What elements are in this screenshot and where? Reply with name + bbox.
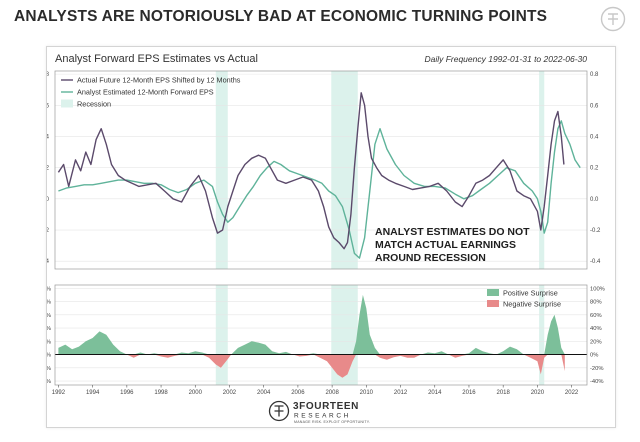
y-tick-label-right: 60% <box>590 313 602 319</box>
headline: ANALYSTS ARE NOTORIOUSLY BAD AT ECONOMIC… <box>14 8 548 25</box>
negative-surprise-area <box>58 354 565 378</box>
x-tick-label: 1998 <box>154 390 168 396</box>
footer-logo-research: RESEARCH <box>294 413 351 420</box>
y-tick-label-right: 40% <box>590 326 602 332</box>
legend-label-negative: Negative Surprise <box>503 300 561 309</box>
y-tick-label-left: -0.2 <box>47 228 50 234</box>
x-tick-label: 1996 <box>120 390 134 396</box>
footer-logo-name: 3FOURTEEN <box>293 401 359 412</box>
x-tick-label: 2010 <box>360 390 374 396</box>
y-tick-label-right: 0.6 <box>590 103 599 109</box>
recession-band <box>539 285 545 385</box>
y-tick-label-left: 0.0 <box>47 197 50 203</box>
x-tick-label: 1992 <box>52 390 66 396</box>
chart-subtitle: Daily Frequency 1992-01-31 to 2022-06-30 <box>424 54 587 64</box>
legend-swatch-positive <box>487 289 499 296</box>
legend-swatch-recession <box>61 99 73 108</box>
legend-label-recession: Recession <box>77 100 111 109</box>
y-tick-label-right: 0.2 <box>590 166 599 172</box>
legend-label-positive: Positive Surprise <box>503 289 558 298</box>
y-tick-label-left: 0.8 <box>47 72 50 78</box>
bottom-legend: Positive Surprise Negative Surprise <box>487 289 561 309</box>
plot-frame <box>54 284 588 386</box>
y-tick-label-left: 100% <box>47 286 51 292</box>
x-tick-label: 2008 <box>325 390 339 396</box>
positive-surprise-area <box>58 294 565 355</box>
y-tick-label-left: 0% <box>47 353 51 359</box>
y-tick-label-left: 80% <box>47 300 51 306</box>
annotation-line: ANALYST ESTIMATES DO NOT <box>375 226 530 238</box>
x-tick-label: 2012 <box>394 390 408 396</box>
y-tick-label-left: 0.4 <box>47 134 50 140</box>
y-tick-label-left: 0.6 <box>47 103 50 109</box>
eps-line-chart: -0.4 -0.4 -0.2 -0.2 0.0 0.0 0.2 0.2 0.4 0.4 0.6 0.6… <box>39 70 601 270</box>
y-tick-label-left: -0.4 <box>47 259 50 265</box>
recession-band <box>539 71 545 269</box>
annotation-line: AROUND RECESSION <box>375 252 486 264</box>
top-legend: Actual Future 12-Month EPS Shifted by 12… <box>61 76 241 109</box>
x-tick-label: 2022 <box>565 390 579 396</box>
y-tick-label-right: -40% <box>590 379 604 385</box>
y-tick-label-left: 20% <box>47 339 51 345</box>
y-tick-label-left: 0.2 <box>47 166 50 172</box>
surprise-area-chart: -40% -40% -20% -20% 0% 0% 20% 20% 40% 40% 60% 60% 80… <box>36 284 605 396</box>
x-tick-label: 2020 <box>531 390 545 396</box>
y-tick-label-right: 0.0 <box>590 197 599 203</box>
legend-label-actual: Actual Future 12-Month EPS Shifted by 12… <box>77 76 241 85</box>
footer-logo: 3FOURTEEN RESEARCH MANAGE RISK. EXPLOIT … <box>268 400 370 424</box>
recession-band <box>215 71 228 269</box>
legend-swatch-negative <box>487 300 499 307</box>
estimated-eps-line <box>58 120 581 259</box>
y-tick-label-left: 40% <box>47 326 51 332</box>
y-tick-label-right: 20% <box>590 339 602 345</box>
y-tick-label-right: -20% <box>590 366 604 372</box>
footer-logo-icon <box>268 400 290 422</box>
x-tick-label: 2016 <box>462 390 476 396</box>
y-tick-label-left: -40% <box>47 379 51 385</box>
x-tick-label: 2000 <box>189 390 203 396</box>
y-tick-label-left: 60% <box>47 313 51 319</box>
chart-panel: Analyst Forward EPS Estimates vs Actual … <box>36 46 616 428</box>
y-tick-label-right: 0.8 <box>590 72 599 78</box>
x-tick-label: 2014 <box>428 390 442 396</box>
x-tick-label: 2002 <box>223 390 237 396</box>
x-tick-label: 2006 <box>291 390 305 396</box>
chart-canvas: Analyst Forward EPS Estimates vs Actual … <box>36 53 605 424</box>
legend-label-estimate: Analyst Estimated 12-Month Forward EPS <box>77 88 214 97</box>
actual-eps-line <box>57 92 565 250</box>
y-tick-label-right: 0% <box>590 353 598 359</box>
chart-title: Analyst Forward EPS Estimates vs Actual <box>55 53 258 65</box>
research-logo-icon <box>600 6 626 32</box>
footer-logo-tagline: MANAGE RISK. EXPLOIT OPPORTUNITY. <box>294 420 370 424</box>
y-tick-label-right: -0.2 <box>590 228 601 234</box>
x-tick-label: 2018 <box>497 390 511 396</box>
x-tick-label: 1994 <box>86 390 100 396</box>
recession-band <box>215 285 228 385</box>
y-tick-label-right: 80% <box>590 300 602 306</box>
plot-frame <box>54 70 588 270</box>
annotation-line: MATCH ACTUAL EARNINGS <box>375 239 516 251</box>
y-tick-label-left: -20% <box>47 366 51 372</box>
x-tick-label: 2004 <box>257 390 271 396</box>
y-tick-label-right: 100% <box>590 286 605 292</box>
recession-band <box>331 71 358 269</box>
y-tick-label-right: -0.4 <box>590 259 601 265</box>
y-tick-label-right: 0.4 <box>590 134 599 140</box>
